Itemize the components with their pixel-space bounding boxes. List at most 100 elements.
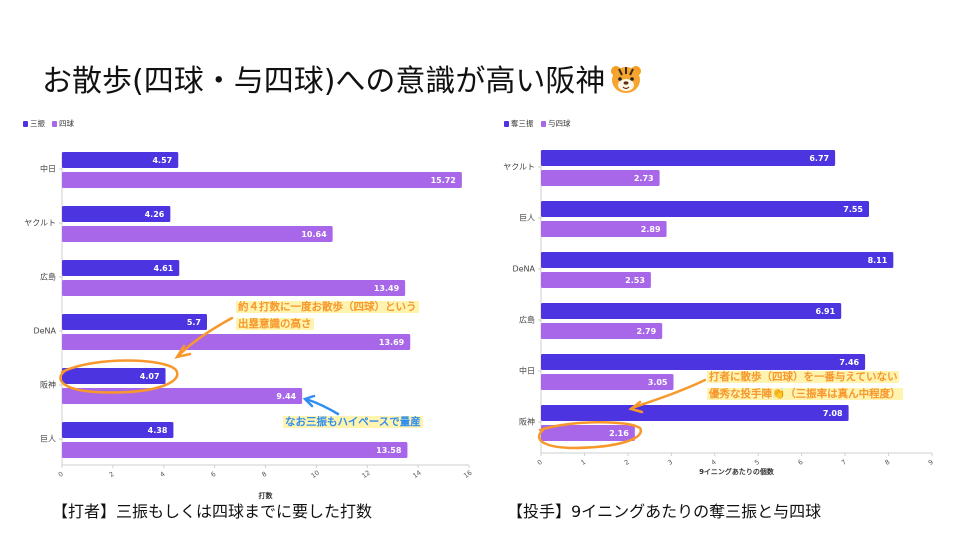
category-label: 広島	[519, 315, 535, 325]
annotation-line: なお三振もハイペースで量産	[283, 416, 423, 428]
legend-label: 四球	[59, 118, 74, 128]
bar-value-label: 2.73	[634, 174, 654, 183]
bar	[62, 152, 179, 168]
bar-value-label: 6.77	[809, 154, 829, 163]
legend-swatch	[541, 121, 546, 127]
bar	[541, 272, 651, 288]
bar-value-label: 4.61	[154, 264, 174, 273]
bar-value-label: 13.69	[379, 338, 405, 347]
bar	[62, 206, 171, 222]
bar	[541, 150, 836, 166]
bar-value-label: 4.57	[152, 156, 172, 165]
bar	[62, 442, 408, 458]
bar-value-label: 15.72	[431, 176, 456, 185]
x-axis-title: 9イニングあたりの個数	[699, 467, 775, 476]
category-label: ヤクルト	[24, 219, 56, 228]
bar-value-label: 4.38	[148, 426, 168, 435]
x-tick-label: 16	[462, 469, 473, 480]
legend-label: 三振	[30, 118, 45, 128]
bar	[62, 422, 174, 438]
category-label: 広島	[40, 272, 56, 282]
bar-value-label: 3.05	[648, 378, 668, 387]
x-tick-label: 8	[883, 458, 891, 467]
x-tick-label: 2	[623, 458, 631, 467]
x-axis-title: 打数	[259, 491, 274, 500]
batter-chart-caption: 【打者】三振もしくは四球までに要した打数	[52, 502, 373, 521]
bar-value-label: 9.44	[276, 392, 296, 401]
legend-label: 与四球	[548, 118, 571, 128]
bar	[62, 226, 333, 242]
category-label: 阪神	[519, 417, 535, 427]
legend-label: 奪三振	[511, 118, 534, 128]
bar-value-label: 7.55	[843, 205, 863, 214]
annotation-line: 出塁意識の高さ	[236, 318, 314, 330]
x-tick-label: 0	[57, 470, 65, 479]
category-label: 阪神	[40, 380, 56, 390]
category-label: ヤクルト	[503, 163, 535, 172]
x-tick-label: 6	[797, 458, 805, 467]
x-tick-label: 6	[209, 470, 217, 479]
category-label: 巨人	[519, 214, 535, 223]
legend-swatch	[504, 121, 509, 127]
category-label: 巨人	[40, 435, 56, 444]
legend-swatch	[23, 121, 28, 127]
bar	[62, 280, 406, 296]
bar	[541, 170, 660, 186]
tiger-face-icon	[609, 64, 643, 102]
category-label: DeNA	[512, 265, 535, 274]
annotation-line: 打者に散歩（四球）を一番与えていない	[707, 371, 900, 383]
bar-value-label: 13.58	[376, 446, 402, 455]
category-label: 中日	[519, 366, 535, 376]
annotation-line: 約４打数に一度お散歩（四球）という	[236, 301, 419, 313]
pitcher-annotation-orange: 打者に散歩（四球）を一番与えていない 優秀な投手陣👏（三振率は真ん中程度）	[707, 369, 903, 403]
slide-title-text: お散歩(四球・与四球)への意識が高い阪神	[42, 64, 606, 99]
x-tick-label: 4	[710, 458, 718, 467]
bar-value-label: 2.53	[625, 276, 645, 285]
bar-value-label: 6.91	[815, 307, 835, 316]
x-tick-label: 0	[536, 458, 544, 467]
x-tick-label: 12	[360, 469, 371, 480]
bar	[541, 252, 894, 268]
bar-value-label: 7.46	[839, 358, 859, 367]
category-label: DeNA	[33, 327, 56, 336]
bar	[62, 314, 207, 330]
bar	[541, 221, 667, 237]
category-label: 中日	[40, 164, 56, 174]
batter-annotation-blue: なお三振もハイペースで量産	[283, 414, 423, 431]
bar-value-label: 4.07	[140, 372, 160, 381]
bar-value-label: 10.64	[301, 230, 327, 239]
x-tick-label: 3	[666, 458, 674, 467]
bar-value-label: 2.16	[609, 429, 629, 438]
bar	[62, 388, 303, 404]
bar	[62, 172, 462, 188]
x-tick-label: 10	[310, 469, 321, 480]
bar	[541, 354, 866, 370]
bar	[62, 334, 411, 350]
bar	[541, 303, 842, 319]
bar-value-label: 2.89	[641, 225, 661, 234]
legend-swatch	[52, 121, 57, 127]
x-tick-label: 4	[159, 470, 167, 479]
bar	[541, 405, 849, 421]
bar	[541, 323, 663, 339]
x-tick-label: 1	[579, 458, 587, 467]
bar-value-label: 5.7	[187, 318, 201, 327]
bar	[62, 260, 180, 276]
bar	[541, 201, 870, 217]
annotation-line: 優秀な投手陣👏（三振率は真ん中程度）	[707, 388, 903, 400]
x-tick-label: 9	[927, 458, 935, 467]
slide-title: お散歩(四球・与四球)への意識が高い阪神	[42, 56, 643, 102]
bar-value-label: 7.08	[823, 409, 843, 418]
bar-value-label: 8.11	[868, 256, 888, 265]
batter-annotation-orange: 約４打数に一度お散歩（四球）という 出塁意識の高さ	[236, 299, 419, 333]
bar-value-label: 13.49	[374, 284, 400, 293]
x-tick-label: 8	[260, 470, 268, 479]
x-tick-label: 2	[108, 470, 116, 479]
pitcher-chart-caption: 【投手】9イニングあたりの奪三振と与四球	[507, 502, 822, 521]
bar-value-label: 4.26	[145, 210, 165, 219]
x-tick-label: 14	[411, 469, 422, 480]
x-tick-label: 7	[840, 458, 848, 467]
bar-value-label: 2.79	[636, 327, 656, 336]
